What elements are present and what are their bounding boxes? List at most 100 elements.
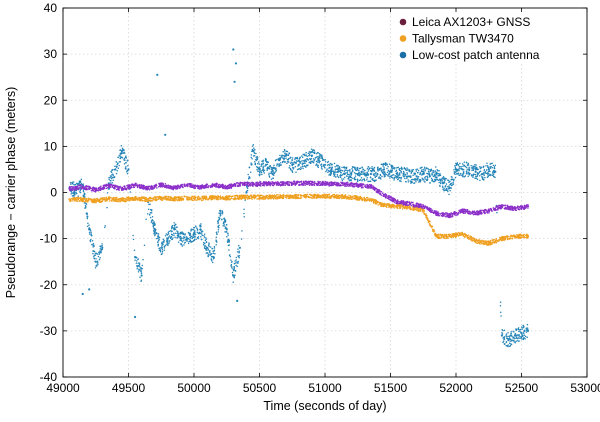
data-point (434, 170, 436, 172)
data-point (472, 167, 474, 169)
data-point (510, 331, 512, 333)
data-point (172, 234, 174, 236)
data-point (109, 188, 111, 190)
data-point (311, 151, 313, 153)
data-point (241, 230, 243, 232)
data-point (168, 188, 170, 190)
data-point (168, 241, 170, 243)
data-point (152, 186, 154, 188)
data-point (355, 173, 357, 175)
data-point (188, 243, 190, 245)
data-point (357, 196, 359, 198)
data-point (208, 246, 210, 248)
data-point (352, 170, 354, 172)
data-point (342, 196, 344, 198)
data-point (329, 195, 331, 197)
data-point (339, 168, 341, 170)
data-point (83, 191, 85, 193)
data-point (409, 169, 411, 171)
data-point (460, 166, 462, 168)
data-point (401, 166, 403, 168)
data-point (134, 196, 136, 198)
data-point (482, 240, 484, 242)
data-point (164, 247, 166, 249)
data-point (259, 195, 261, 197)
data-point (526, 237, 528, 239)
data-point (87, 201, 89, 203)
data-point (454, 233, 456, 235)
data-point (349, 177, 351, 179)
data-point (399, 180, 401, 182)
data-point (227, 233, 229, 235)
data-point (111, 184, 113, 186)
data-point (111, 174, 113, 176)
data-point (140, 197, 142, 199)
data-point (162, 250, 164, 252)
data-point (500, 315, 502, 317)
data-point (95, 267, 97, 269)
data-point (137, 187, 139, 189)
data-point (366, 179, 368, 181)
data-point (138, 184, 140, 186)
data-point (300, 197, 302, 199)
data-point (115, 200, 117, 202)
data-point (161, 247, 163, 249)
data-point (280, 196, 282, 198)
data-point (75, 198, 77, 200)
data-point (335, 176, 337, 178)
data-point (233, 270, 235, 272)
data-point (95, 189, 97, 191)
data-point (162, 248, 164, 250)
data-point (391, 205, 393, 207)
data-point (127, 159, 129, 161)
data-point (436, 234, 438, 236)
data-point (77, 195, 79, 197)
data-point (159, 186, 161, 188)
data-point (228, 239, 230, 241)
data-point (397, 172, 399, 174)
data-point (206, 241, 208, 243)
data-point (458, 164, 460, 166)
data-point (397, 206, 399, 208)
data-point (380, 167, 382, 169)
data-point (109, 198, 111, 200)
data-point (367, 168, 369, 170)
data-point (412, 174, 414, 176)
data-point (318, 194, 320, 196)
data-point (324, 167, 326, 169)
data-point (467, 164, 469, 166)
data-point (150, 209, 152, 211)
data-point (263, 167, 265, 169)
data-point (109, 177, 111, 179)
data-point (272, 167, 274, 169)
data-point (142, 200, 144, 202)
data-point (268, 174, 270, 176)
data-point (135, 198, 137, 200)
data-point (523, 237, 525, 239)
data-point (317, 152, 319, 154)
data-point (162, 183, 164, 185)
data-point (154, 232, 156, 234)
data-point (183, 236, 185, 238)
data-point (483, 172, 485, 174)
data-point (302, 156, 304, 158)
data-point (362, 169, 364, 171)
data-point (121, 199, 123, 201)
data-point (95, 261, 97, 263)
data-point (387, 175, 389, 177)
data-point (375, 202, 377, 204)
data-point (496, 212, 498, 214)
data-point (457, 169, 459, 171)
data-point (428, 169, 430, 171)
data-point (380, 205, 382, 207)
data-point (106, 200, 108, 202)
data-point (292, 196, 294, 198)
data-point (155, 199, 157, 201)
data-point (69, 186, 71, 188)
data-point (501, 335, 503, 337)
data-point (438, 237, 440, 239)
data-point (362, 179, 364, 181)
data-point (334, 194, 336, 196)
data-point (324, 164, 326, 166)
data-point (493, 239, 495, 241)
